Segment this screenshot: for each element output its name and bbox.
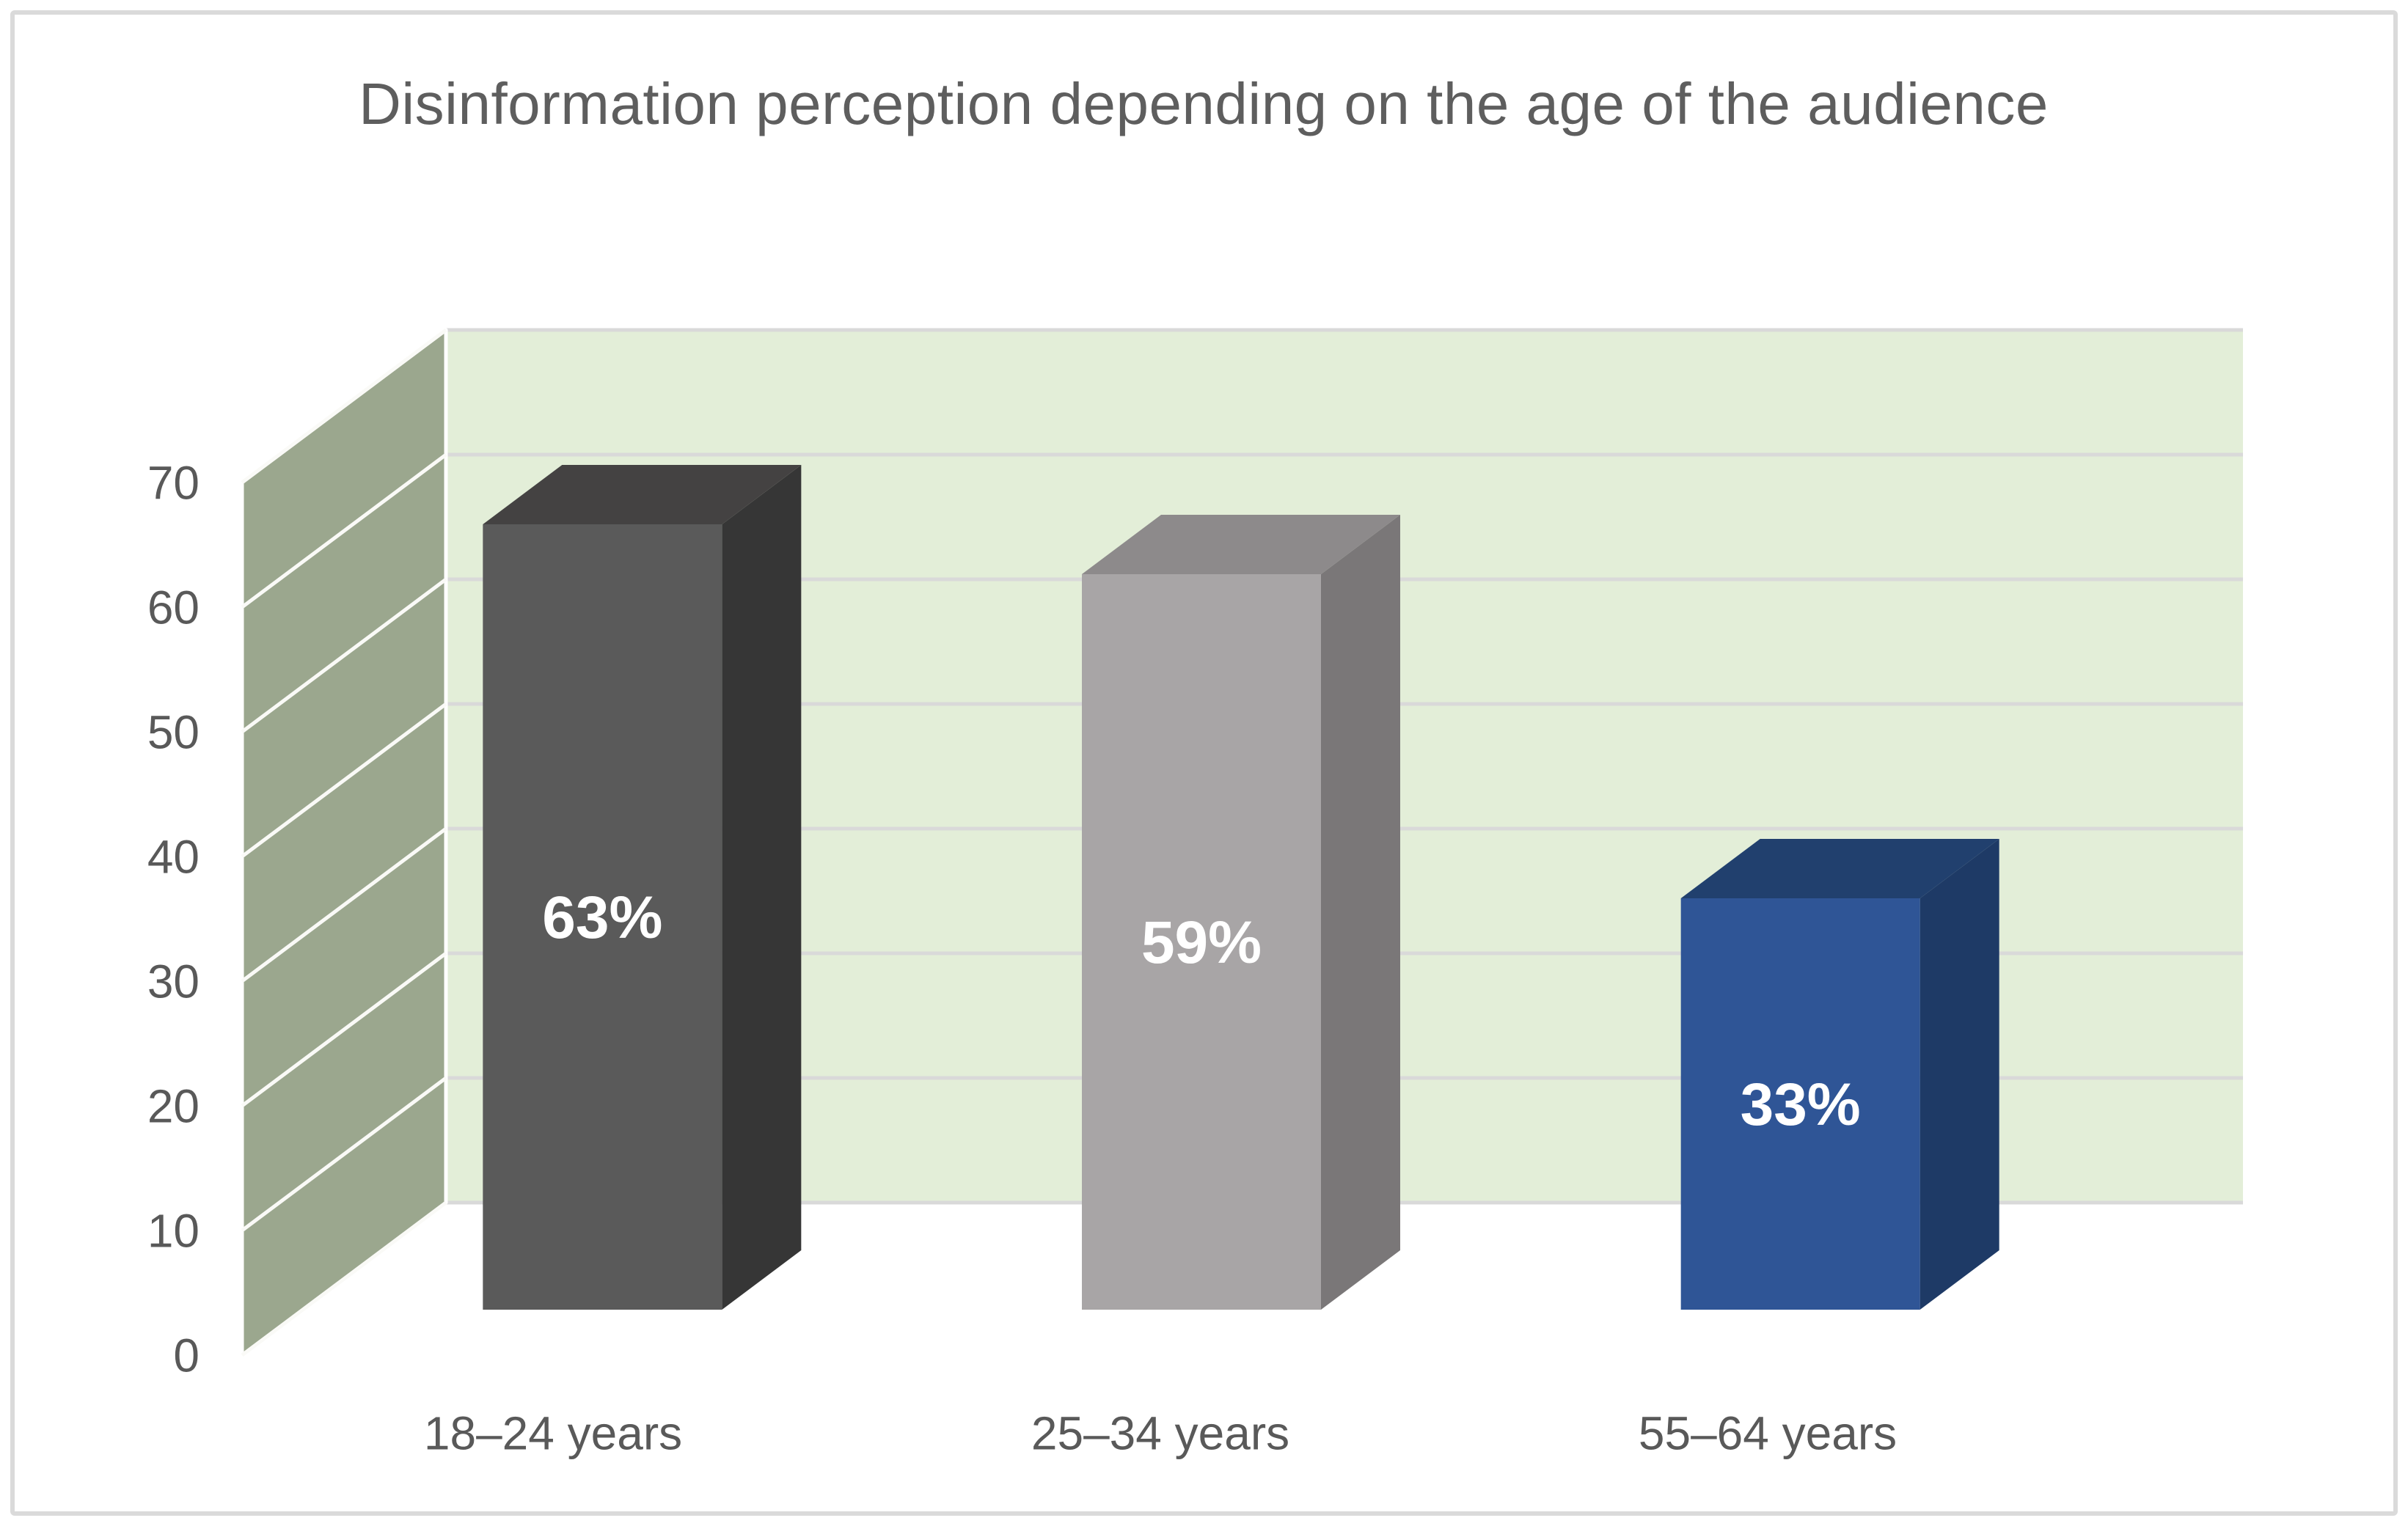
bar-front-face bbox=[483, 524, 722, 1310]
side-wall-gridline bbox=[241, 452, 447, 609]
bar-side-face bbox=[1920, 839, 1999, 1310]
chart-title: Disinformation perception depending on t… bbox=[359, 71, 2049, 136]
y-tick-label: 10 bbox=[147, 1204, 200, 1257]
bar-front-face bbox=[1082, 574, 1321, 1310]
side-wall-gridline bbox=[241, 1076, 447, 1233]
bar-side-face bbox=[722, 465, 802, 1310]
bar-side-face bbox=[1321, 515, 1400, 1310]
side-wall-gridline bbox=[241, 1200, 447, 1357]
y-tick-label: 70 bbox=[147, 456, 200, 509]
bar-top-face bbox=[1082, 515, 1400, 574]
side-wall-gridline bbox=[241, 826, 447, 983]
y-tick-label: 60 bbox=[147, 581, 200, 634]
bar-data-label: 59% bbox=[1141, 909, 1262, 976]
y-tick-label: 30 bbox=[147, 955, 200, 1008]
bar-front-face bbox=[1680, 898, 1920, 1310]
side-wall-gridline bbox=[241, 702, 447, 859]
y-tick-label: 50 bbox=[147, 705, 200, 758]
bar-data-label: 63% bbox=[542, 884, 662, 951]
y-tick-label: 40 bbox=[147, 830, 200, 883]
side-wall-gridline bbox=[241, 328, 447, 485]
x-category-label: 25–34 years bbox=[1031, 1406, 1289, 1459]
side-wall-gridline bbox=[241, 951, 447, 1108]
x-category-label: 18–24 years bbox=[424, 1406, 682, 1459]
side-wall-gridline bbox=[241, 577, 447, 734]
y-tick-label: 20 bbox=[147, 1079, 200, 1132]
x-category-label: 55–64 years bbox=[1639, 1406, 1897, 1459]
y-tick-label: 0 bbox=[173, 1329, 200, 1382]
bar-top-face bbox=[1680, 839, 1999, 898]
bar-data-label: 33% bbox=[1741, 1071, 1861, 1138]
bar-top-face bbox=[483, 465, 802, 524]
chart-side-wall bbox=[240, 328, 448, 1357]
